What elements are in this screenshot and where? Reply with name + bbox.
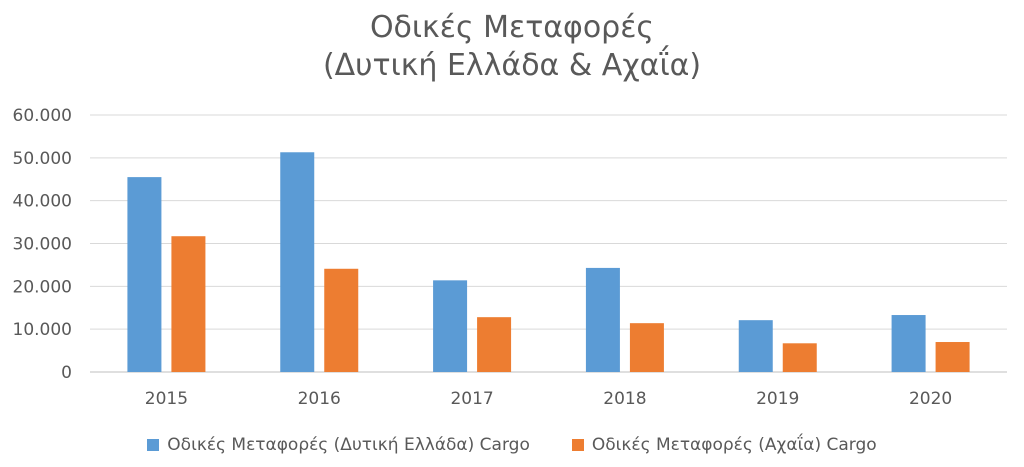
y-tick-label: 60.000: [13, 106, 72, 126]
bar-achaia-2019: [782, 343, 817, 372]
bar-dytiki-ellada-2019: [738, 320, 773, 372]
bar-achaia-2015: [171, 236, 206, 372]
x-tick-label: 2016: [298, 389, 341, 409]
legend-swatch-achaia: [571, 439, 584, 451]
y-tick-label: 30.000: [13, 235, 72, 255]
bar-dytiki-ellada-2017: [433, 280, 468, 372]
x-tick-label: 2018: [603, 389, 646, 409]
x-tick-label: 2020: [909, 389, 952, 409]
y-tick-label: 10.000: [13, 320, 72, 340]
chart-subtitle: (Δυτική Ελλάδα & Αχαΐα): [322, 48, 702, 83]
y-tick-label: 20.000: [13, 277, 72, 297]
legend: Οδικές Μεταφορές (Δυτική Ελλάδα) Cargo Ο…: [0, 432, 1024, 458]
x-tick-label: 2019: [756, 389, 799, 409]
bar-achaia-2020: [935, 342, 970, 372]
y-tick-label: 50.000: [13, 149, 72, 169]
chart-title: Οδικές Μεταφορές: [369, 10, 655, 45]
x-tick-label: 2017: [450, 389, 493, 409]
bar-achaia-2016: [324, 268, 359, 372]
bar-dytiki-ellada-2015: [127, 177, 162, 372]
x-tick-label: 2015: [145, 389, 188, 409]
y-tick-label: 0: [61, 363, 72, 383]
bar-achaia-2017: [477, 317, 512, 372]
legend-label-achaia: Οδικές Μεταφορές (Αχαΐα) Cargo: [591, 435, 877, 455]
legend-label-dytiki-ellada: Οδικές Μεταφορές (Δυτική Ελλάδα) Cargo: [167, 435, 530, 455]
bar-achaia-2018: [629, 323, 664, 372]
bar-dytiki-ellada-2016: [280, 152, 315, 372]
legend-item-achaia: Οδικές Μεταφορές (Αχαΐα) Cargo: [571, 435, 877, 455]
legend-item-dytiki-ellada: Οδικές Μεταφορές (Δυτική Ελλάδα) Cargo: [147, 435, 530, 455]
y-tick-label: 40.000: [13, 192, 72, 212]
bar-dytiki-ellada-2018: [585, 267, 620, 372]
legend-swatch-dytiki-ellada: [147, 439, 160, 451]
bar-dytiki-ellada-2020: [891, 315, 926, 372]
